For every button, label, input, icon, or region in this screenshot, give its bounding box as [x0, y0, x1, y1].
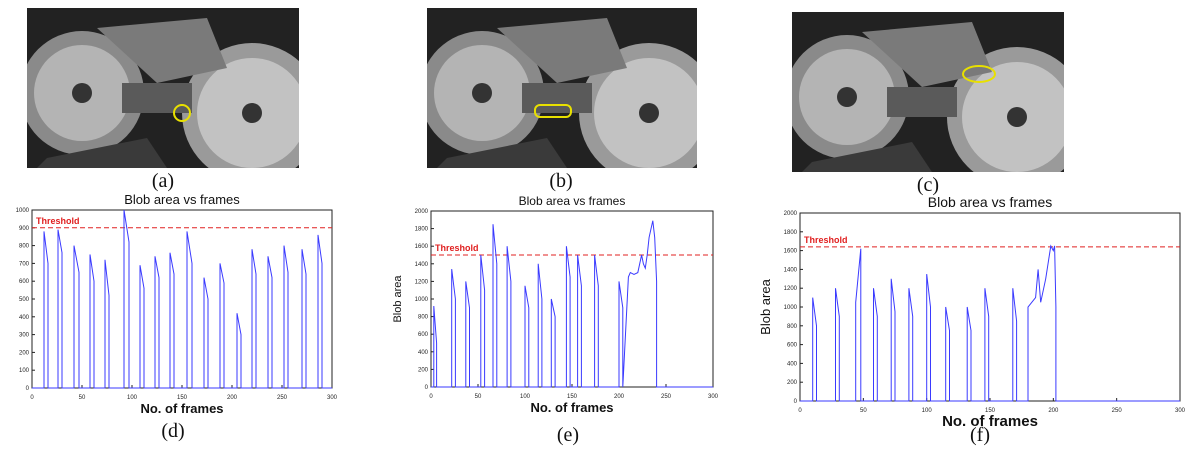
x-tick-label: 50 [79, 395, 86, 401]
x-tick-label: 0 [798, 408, 802, 414]
caption-f: (f) [970, 424, 990, 446]
x-tick-label: 50 [475, 394, 482, 400]
plot-frame [430, 210, 714, 388]
x-tick-label: 150 [177, 395, 188, 401]
series-line [800, 244, 1180, 402]
y-tick-label: 600 [19, 279, 30, 285]
x-tick-label: 250 [661, 394, 672, 400]
series-line [32, 209, 332, 389]
x-axis-label: No. of frames [530, 400, 613, 415]
x-tick-label: 150 [985, 408, 996, 414]
y-tick-label: 600 [418, 332, 429, 338]
x-axis-label: No. of frames [140, 401, 223, 416]
threshold-label: Threshold [36, 216, 80, 226]
y-tick-label: 700 [19, 261, 30, 267]
y-tick-label: 900 [19, 226, 30, 232]
x-tick-label: 300 [1175, 408, 1186, 414]
y-tick-label: 300 [19, 333, 30, 339]
y-tick-label: 1200 [415, 279, 429, 285]
photo-b [427, 8, 697, 168]
y-tick-label: 2000 [415, 209, 429, 215]
y-tick-label: 400 [787, 361, 798, 367]
y-tick-label: 100 [19, 368, 30, 374]
highlight-marker [534, 104, 572, 118]
chart-d-svg: Blob area vs frames 0 50 100 150 200 250 300 0 10… [16, 192, 338, 416]
x-tick-label: 0 [429, 394, 433, 400]
threshold-label: Threshold [804, 235, 848, 245]
y-tick-label: 1600 [784, 249, 798, 255]
threshold-label: Threshold [435, 243, 479, 253]
y-tick-label: 1200 [784, 286, 798, 292]
caption-a: (a) [151, 170, 175, 192]
x-tick-label: 150 [567, 394, 578, 400]
chart-title: Blob area vs frames [928, 194, 1053, 210]
y-axis-label: Blob area [392, 275, 404, 323]
y-tick-label: 800 [418, 315, 429, 321]
x-tick-label: 250 [277, 395, 288, 401]
chart-e-svg: Blob area vs frames 0 50 100 150 200 250 300 0 20… [392, 194, 719, 415]
y-tick-label: 0 [425, 385, 429, 391]
plot-frame [799, 212, 1181, 402]
photo-c [792, 12, 1064, 172]
caption-c: (c) [916, 174, 940, 196]
y-tick-label: 200 [418, 367, 429, 373]
y-tick-label: 800 [787, 324, 798, 330]
x-axis-label: No. of frames [942, 413, 1038, 430]
series-line [431, 220, 713, 388]
x-tick-label: 100 [922, 408, 933, 414]
y-tick-label: 0 [794, 399, 798, 405]
chart-title: Blob area vs frames [124, 192, 240, 207]
y-tick-label: 1000 [784, 305, 798, 311]
y-tick-label: 400 [19, 315, 30, 321]
highlight-marker [173, 104, 191, 122]
machine-photo-a [27, 8, 299, 168]
x-tick-label: 0 [30, 395, 34, 401]
x-tick-label: 100 [520, 394, 531, 400]
caption-d: (d) [161, 420, 185, 442]
y-tick-label: 800 [19, 244, 30, 250]
y-tick-label: 1000 [415, 297, 429, 303]
photo-a [27, 8, 299, 168]
machine-photo-c [792, 12, 1064, 172]
chart-f-svg: Blob area vs frames 0 50 100 150 200 250 300 0 20… [758, 194, 1186, 430]
y-tick-label: 2000 [784, 211, 798, 217]
machine-photo-b [427, 8, 697, 168]
y-tick-label: 500 [19, 297, 30, 303]
chart-e: Blob area vs frames 0 50 100 150 200 250 300 0 20… [385, 193, 725, 415]
y-tick-label: 1800 [415, 227, 429, 233]
y-tick-label: 0 [26, 386, 30, 392]
x-tick-label: 50 [860, 408, 867, 414]
y-tick-label: 600 [787, 343, 798, 349]
y-tick-label: 1000 [16, 208, 30, 214]
x-tick-label: 300 [708, 394, 719, 400]
caption-e: (e) [556, 424, 580, 446]
y-tick-label: 200 [787, 380, 798, 386]
y-tick-label: 1600 [415, 244, 429, 250]
x-tick-label: 250 [1112, 408, 1123, 414]
x-tick-label: 200 [614, 394, 625, 400]
chart-f: Blob area vs frames 0 50 100 150 200 250 300 0 20… [758, 193, 1187, 430]
x-tick-label: 200 [1048, 408, 1059, 414]
x-tick-label: 100 [127, 395, 138, 401]
y-tick-label: 1400 [784, 267, 798, 273]
y-axis-label: Blob area [758, 278, 773, 334]
y-tick-label: 200 [19, 350, 30, 356]
highlight-marker [962, 65, 996, 83]
y-tick-label: 400 [418, 350, 429, 356]
chart-title: Blob area vs frames [519, 194, 626, 208]
y-tick-label: 1800 [784, 230, 798, 236]
chart-d: Blob area vs frames 0 50 100 150 200 250 300 0 10… [0, 190, 340, 416]
plot-frame [31, 209, 333, 389]
x-tick-label: 200 [227, 395, 238, 401]
y-tick-label: 1400 [415, 262, 429, 268]
x-tick-label: 300 [327, 395, 338, 401]
caption-b: (b) [549, 170, 573, 192]
